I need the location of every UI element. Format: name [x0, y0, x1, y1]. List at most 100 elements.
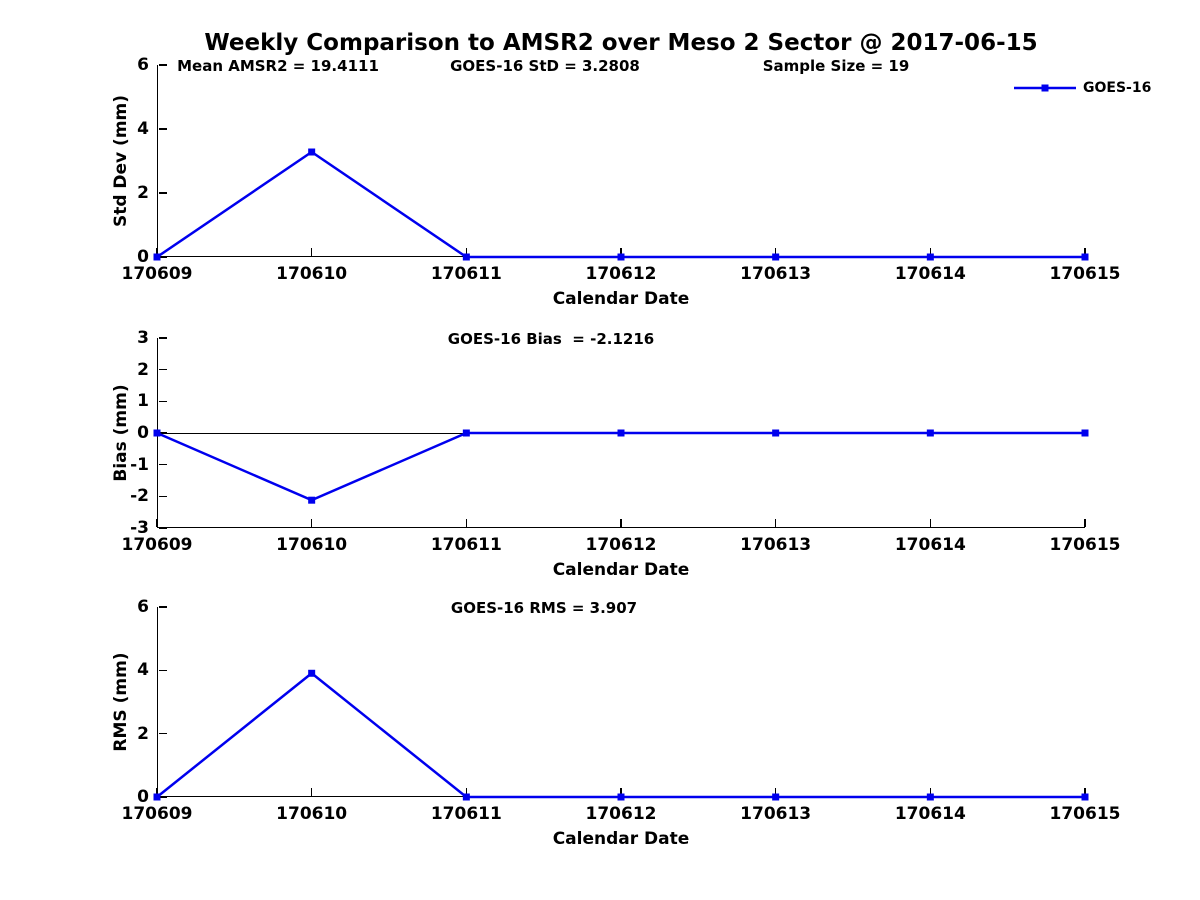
y-tick-label-bias: -2 [130, 486, 149, 507]
y-axis-label-rms: RMS (mm) [111, 652, 131, 752]
data-point-marker [462, 793, 470, 801]
data-point-marker [153, 793, 161, 801]
x-tick-label-rms: 170611 [430, 804, 502, 824]
x-tick-mark-bias [465, 518, 468, 527]
x-tick-label-bias: 170609 [121, 535, 193, 555]
x-tick-mark-std-dev [620, 247, 622, 256]
y-tick-mark-std-dev [158, 256, 167, 258]
x-tick-mark-rms [465, 787, 468, 796]
x-tick-label-bias: 170615 [1049, 535, 1121, 555]
data-point-marker [462, 429, 470, 437]
y-tick-label-std-dev: 6 [137, 55, 149, 75]
data-point-marker [1081, 253, 1089, 261]
x-tick-mark-std-dev [310, 247, 313, 256]
data-point-marker [772, 253, 780, 261]
data-point-marker [617, 793, 625, 801]
data-point-marker [462, 253, 470, 261]
data-series-bias [153, 429, 1089, 504]
x-tick-label-rms: 170610 [276, 804, 348, 824]
series-line-GOES-16 [156, 671, 1085, 799]
x-tick-label-bias: 170611 [430, 535, 502, 555]
x-tick-label-std-dev: 170610 [276, 264, 348, 284]
x-tick-label-bias: 170614 [894, 535, 966, 555]
x-tick-mark-std-dev [1084, 247, 1086, 256]
data-series-std-dev [153, 148, 1089, 261]
x-tick-mark-bias [620, 518, 622, 527]
x-tick-mark-bias [156, 518, 158, 527]
x-tick-label-bias: 170610 [276, 535, 348, 555]
x-tick-mark-std-dev [774, 247, 777, 256]
x-tick-mark-rms [156, 787, 158, 796]
y-tick-mark-bias [158, 400, 167, 403]
annotation-std-dev-0: Mean AMSR2 = 19.4111 [177, 57, 379, 75]
x-tick-label-rms: 170609 [121, 804, 193, 824]
x-tick-mark-rms [1084, 787, 1086, 796]
x-tick-mark-rms [310, 787, 313, 796]
data-point-marker [617, 253, 625, 261]
y-tick-label-bias: 3 [137, 328, 149, 348]
data-point-marker [617, 429, 625, 437]
annotation-std-dev-1: GOES-16 StD = 3.2808 [450, 57, 640, 75]
x-tick-label-std-dev: 170611 [430, 264, 502, 284]
x-axis-label-std-dev: Calendar Date [552, 289, 690, 309]
x-tick-label-rms: 170615 [1049, 804, 1121, 824]
data-point-marker [1081, 429, 1089, 437]
data-series-rms [153, 669, 1089, 801]
y-tick-mark-std-dev [158, 192, 167, 194]
x-tick-label-std-dev: 170614 [894, 264, 966, 284]
y-tick-label-bias: 1 [137, 391, 149, 412]
y-tick-label-std-dev: 4 [137, 119, 149, 139]
y-tick-mark-rms [158, 606, 167, 608]
y-tick-mark-rms [158, 732, 167, 735]
x-tick-mark-rms [929, 787, 932, 796]
y-tick-mark-std-dev [158, 128, 167, 130]
x-tick-label-std-dev: 170613 [740, 264, 812, 284]
legend-marker-icon [1041, 84, 1049, 92]
y-tick-label-bias: -1 [130, 454, 149, 475]
data-point-marker [153, 253, 161, 261]
x-tick-label-std-dev: 170615 [1049, 264, 1121, 284]
data-point-marker [926, 793, 934, 801]
y-axis-label-std-dev: Std Dev (mm) [111, 94, 131, 228]
x-tick-mark-rms [620, 787, 622, 796]
chart-title: Weekly Comparison to AMSR2 over Meso 2 S… [204, 30, 1038, 56]
data-point-marker [772, 429, 780, 437]
y-tick-mark-bias [158, 337, 167, 339]
x-tick-label-rms: 170612 [585, 804, 657, 824]
data-point-marker [308, 496, 316, 504]
legend-line-sample [1014, 84, 1076, 92]
x-tick-label-std-dev: 170612 [585, 264, 657, 284]
legend-label: GOES-16 [1083, 80, 1152, 96]
y-tick-label-rms: 0 [137, 787, 149, 807]
x-tick-mark-bias [774, 518, 777, 527]
data-point-marker [308, 148, 316, 156]
x-tick-mark-bias [929, 518, 932, 527]
annotation-rms-0: GOES-16 RMS = 3.907 [450, 599, 638, 617]
y-tick-mark-bias [158, 368, 167, 371]
x-tick-mark-bias [1084, 518, 1086, 527]
x-tick-label-std-dev: 170609 [121, 264, 193, 284]
y-tick-mark-bias [158, 527, 167, 529]
y-tick-mark-bias [158, 463, 167, 466]
y-tick-label-rms: 4 [137, 660, 149, 681]
x-tick-label-bias: 170613 [740, 535, 812, 555]
data-point-marker [926, 253, 934, 261]
data-point-marker [153, 429, 161, 437]
x-tick-mark-std-dev [929, 247, 932, 256]
x-axis-label-rms: Calendar Date [552, 829, 690, 849]
y-tick-label-bias: 2 [137, 359, 149, 380]
annotation-std-dev-2: Sample Size = 19 [762, 57, 910, 75]
data-point-marker [308, 669, 316, 677]
data-point-marker [1081, 793, 1089, 801]
x-tick-mark-std-dev [465, 247, 468, 256]
series-line-GOES-16 [156, 150, 1085, 259]
data-point-marker [772, 793, 780, 801]
y-tick-mark-bias [158, 495, 167, 498]
x-tick-label-bias: 170612 [585, 535, 657, 555]
x-axis-label-bias: Calendar Date [552, 560, 690, 580]
y-tick-label-bias: 0 [137, 423, 149, 443]
series-line-GOES-16 [156, 431, 1085, 502]
y-tick-mark-rms [158, 796, 167, 798]
x-tick-mark-rms [774, 787, 777, 796]
